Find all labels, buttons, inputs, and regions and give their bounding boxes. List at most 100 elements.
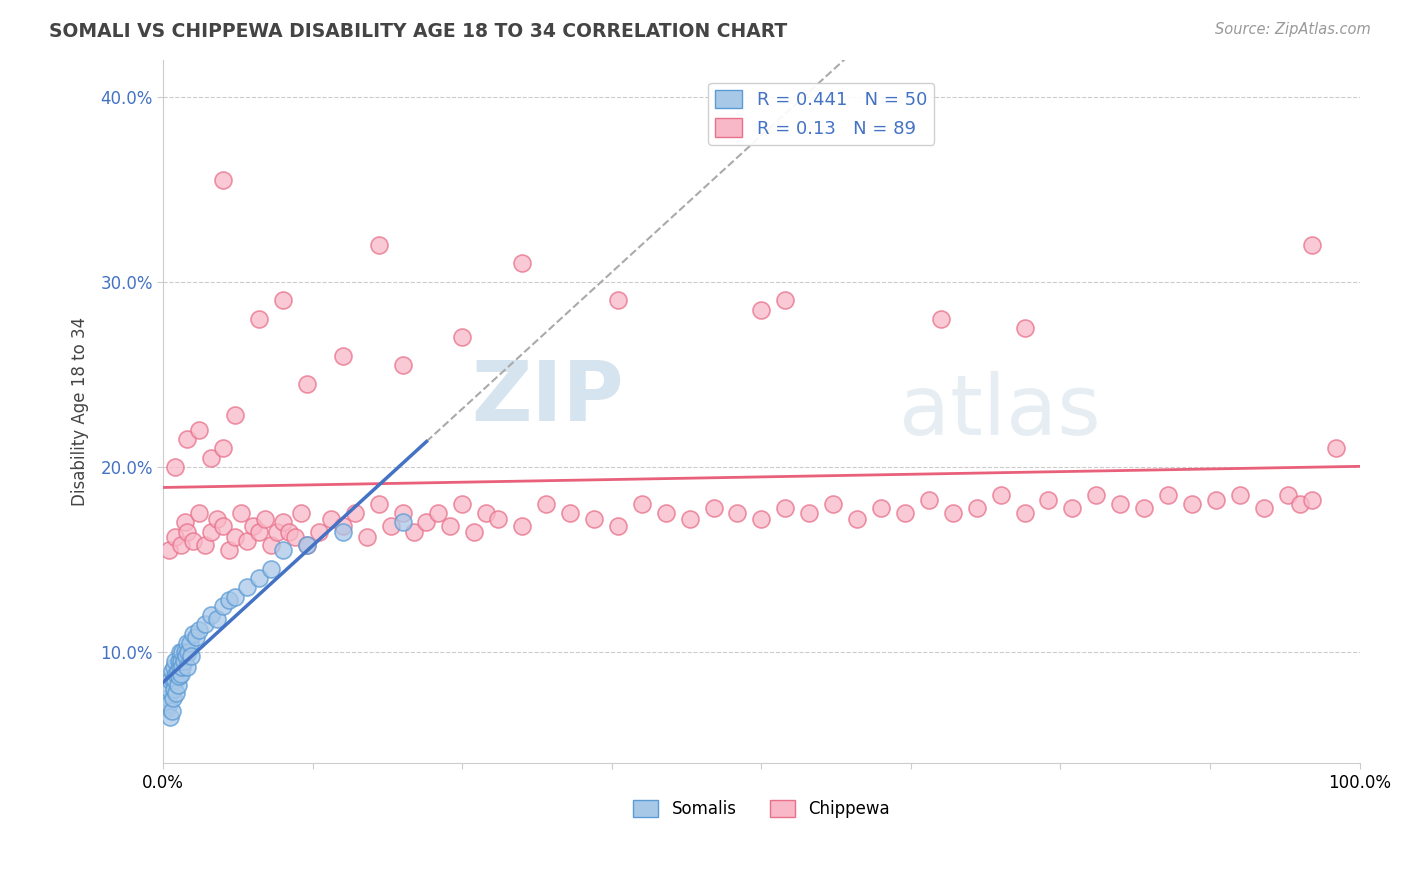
Point bbox=[173, 516, 195, 530]
Point bbox=[218, 543, 240, 558]
Point bbox=[942, 506, 965, 520]
Point bbox=[846, 512, 869, 526]
Point bbox=[1253, 500, 1275, 515]
Point bbox=[176, 636, 198, 650]
Point bbox=[284, 530, 307, 544]
Point bbox=[1229, 488, 1251, 502]
Point bbox=[166, 678, 188, 692]
Point bbox=[173, 645, 195, 659]
Point bbox=[165, 459, 187, 474]
Point bbox=[177, 645, 200, 659]
Point bbox=[510, 256, 533, 270]
Point bbox=[242, 519, 264, 533]
Point bbox=[157, 682, 180, 697]
Point bbox=[176, 524, 198, 539]
Point bbox=[1014, 321, 1036, 335]
Point bbox=[212, 599, 235, 613]
Point bbox=[188, 623, 211, 637]
Point bbox=[172, 645, 194, 659]
Point bbox=[194, 538, 217, 552]
Point bbox=[1133, 500, 1156, 515]
Point bbox=[606, 293, 628, 308]
Point bbox=[165, 530, 187, 544]
Point bbox=[486, 512, 509, 526]
Point bbox=[295, 376, 318, 391]
Point bbox=[727, 506, 749, 520]
Point bbox=[212, 519, 235, 533]
Point bbox=[380, 519, 402, 533]
Point bbox=[162, 673, 184, 687]
Point bbox=[157, 691, 180, 706]
Point bbox=[162, 691, 184, 706]
Point bbox=[157, 543, 180, 558]
Point bbox=[170, 667, 193, 681]
Point bbox=[391, 358, 413, 372]
Point bbox=[173, 654, 195, 668]
Point bbox=[247, 311, 270, 326]
Point bbox=[181, 533, 204, 548]
Point bbox=[159, 710, 181, 724]
Point bbox=[295, 538, 318, 552]
Point bbox=[212, 442, 235, 456]
Point bbox=[271, 516, 294, 530]
Point bbox=[170, 538, 193, 552]
Point bbox=[163, 682, 186, 697]
Point bbox=[295, 538, 318, 552]
Point bbox=[678, 512, 700, 526]
Point bbox=[200, 524, 222, 539]
Point bbox=[702, 500, 724, 515]
Point bbox=[180, 648, 202, 663]
Point bbox=[630, 497, 652, 511]
Point bbox=[247, 524, 270, 539]
Point bbox=[174, 648, 197, 663]
Point bbox=[184, 630, 207, 644]
Point bbox=[870, 500, 893, 515]
Point bbox=[451, 330, 474, 344]
Point bbox=[224, 590, 246, 604]
Point bbox=[271, 543, 294, 558]
Point bbox=[823, 497, 845, 511]
Point bbox=[1277, 488, 1299, 502]
Point bbox=[367, 497, 389, 511]
Point bbox=[260, 538, 283, 552]
Point bbox=[200, 450, 222, 465]
Point bbox=[415, 516, 437, 530]
Point bbox=[172, 660, 194, 674]
Point bbox=[165, 667, 187, 681]
Point bbox=[188, 506, 211, 520]
Point bbox=[176, 432, 198, 446]
Point bbox=[463, 524, 485, 539]
Point bbox=[558, 506, 581, 520]
Point bbox=[277, 524, 299, 539]
Point bbox=[165, 673, 187, 687]
Point bbox=[200, 607, 222, 622]
Point bbox=[205, 612, 228, 626]
Point bbox=[169, 645, 191, 659]
Text: Source: ZipAtlas.com: Source: ZipAtlas.com bbox=[1215, 22, 1371, 37]
Point bbox=[156, 700, 179, 714]
Point bbox=[308, 524, 330, 539]
Point bbox=[188, 423, 211, 437]
Point bbox=[990, 488, 1012, 502]
Point bbox=[799, 506, 821, 520]
Point bbox=[165, 654, 187, 668]
Point bbox=[1085, 488, 1108, 502]
Point bbox=[290, 506, 312, 520]
Point bbox=[160, 704, 183, 718]
Point bbox=[391, 516, 413, 530]
Point bbox=[751, 512, 773, 526]
Point bbox=[582, 512, 605, 526]
Point bbox=[775, 500, 797, 515]
Point bbox=[260, 562, 283, 576]
Point bbox=[1038, 493, 1060, 508]
Point bbox=[253, 512, 276, 526]
Point bbox=[169, 660, 191, 674]
Point bbox=[1109, 497, 1132, 511]
Point bbox=[1301, 493, 1323, 508]
Point bbox=[343, 506, 366, 520]
Point bbox=[332, 349, 354, 363]
Point bbox=[451, 497, 474, 511]
Point bbox=[236, 533, 259, 548]
Point bbox=[475, 506, 498, 520]
Point bbox=[894, 506, 917, 520]
